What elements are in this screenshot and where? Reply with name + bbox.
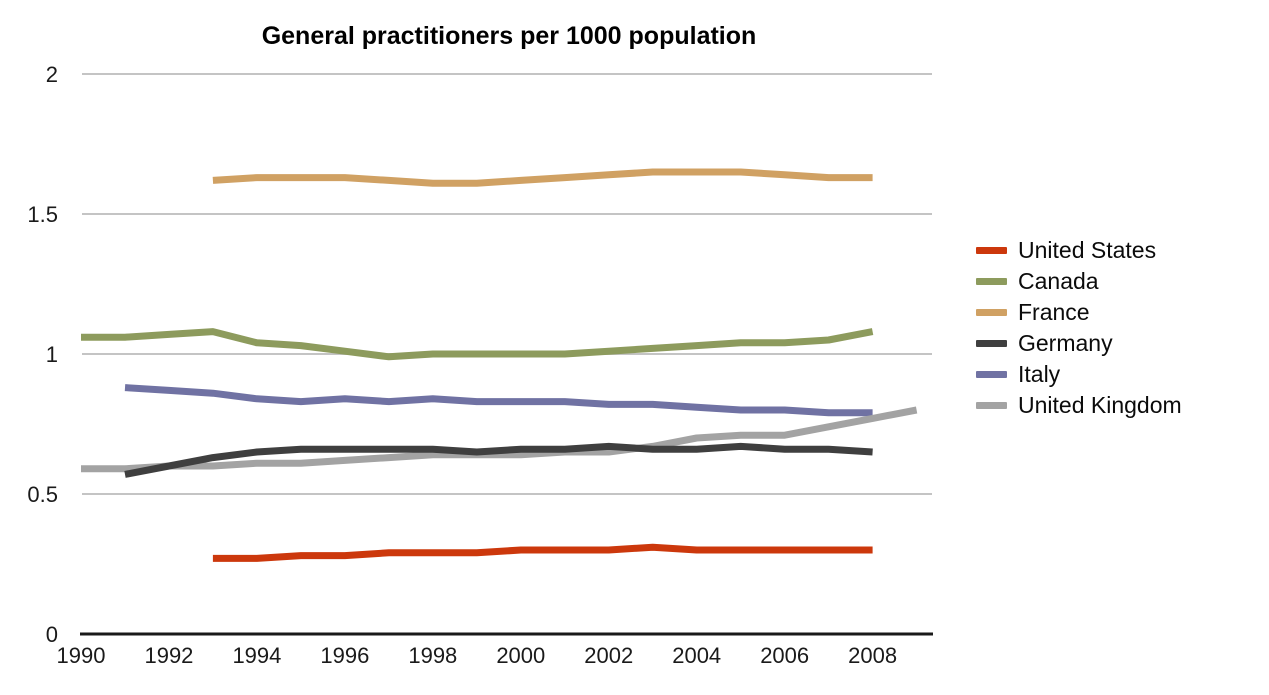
legend-label-italy: Italy: [1018, 361, 1061, 387]
legend-item-germany: Germany: [976, 330, 1182, 357]
x-tick-label-1998: 1998: [408, 643, 457, 668]
x-tick-label-2004: 2004: [672, 643, 721, 668]
series-line-united-kingdom: [81, 406, 918, 473]
legend-swatch-canada: [976, 278, 1007, 285]
x-tick-label-2000: 2000: [496, 643, 545, 668]
x-tick-label-1996: 1996: [320, 643, 369, 668]
x-tick-label-1994: 1994: [232, 643, 281, 668]
legend-item-canada: Canada: [976, 268, 1182, 295]
legend-label-united-states: United States: [1018, 237, 1157, 263]
x-tick-label-2008: 2008: [848, 643, 897, 668]
legend-swatch-france: [976, 309, 1007, 316]
legend-swatch-united-states: [976, 247, 1007, 254]
legend-item-france: France: [976, 299, 1182, 326]
x-tick-label-1990: 1990: [57, 643, 106, 668]
y-tick-label-0: 0: [46, 622, 58, 647]
series-line-germany: [124, 442, 873, 478]
legend-swatch-united-kingdom: [976, 402, 1007, 409]
series-line-italy: [124, 384, 873, 417]
legend-swatch-germany: [976, 340, 1007, 347]
legend-label-canada: Canada: [1018, 268, 1099, 294]
y-tick-label-1: 1: [46, 342, 58, 367]
chart-title: General practitioners per 1000 populatio…: [261, 22, 757, 50]
x-tick-label-2002: 2002: [584, 643, 633, 668]
y-tick-label-1.5: 1.5: [27, 202, 58, 227]
x-tick-label-1992: 1992: [144, 643, 193, 668]
series-line-canada: [81, 328, 874, 361]
legend-item-united-states: United States: [976, 237, 1182, 264]
series-line-france: [212, 168, 873, 187]
legend-label-france: France: [1018, 299, 1090, 325]
x-tick-label-2006: 2006: [760, 643, 809, 668]
legend-label-germany: Germany: [1018, 330, 1113, 356]
legend-swatch-italy: [976, 371, 1007, 378]
y-tick-label-2: 2: [46, 62, 58, 87]
legend-item-united-kingdom: United Kingdom: [976, 392, 1182, 419]
series-line-united-states: [212, 543, 873, 562]
legend: United States Canada France Germany Italy Uni…: [976, 237, 1182, 419]
legend-label-united-kingdom: United Kingdom: [1018, 392, 1182, 418]
legend-item-italy: Italy: [976, 361, 1182, 388]
y-tick-label-0.5: 0.5: [27, 482, 58, 507]
